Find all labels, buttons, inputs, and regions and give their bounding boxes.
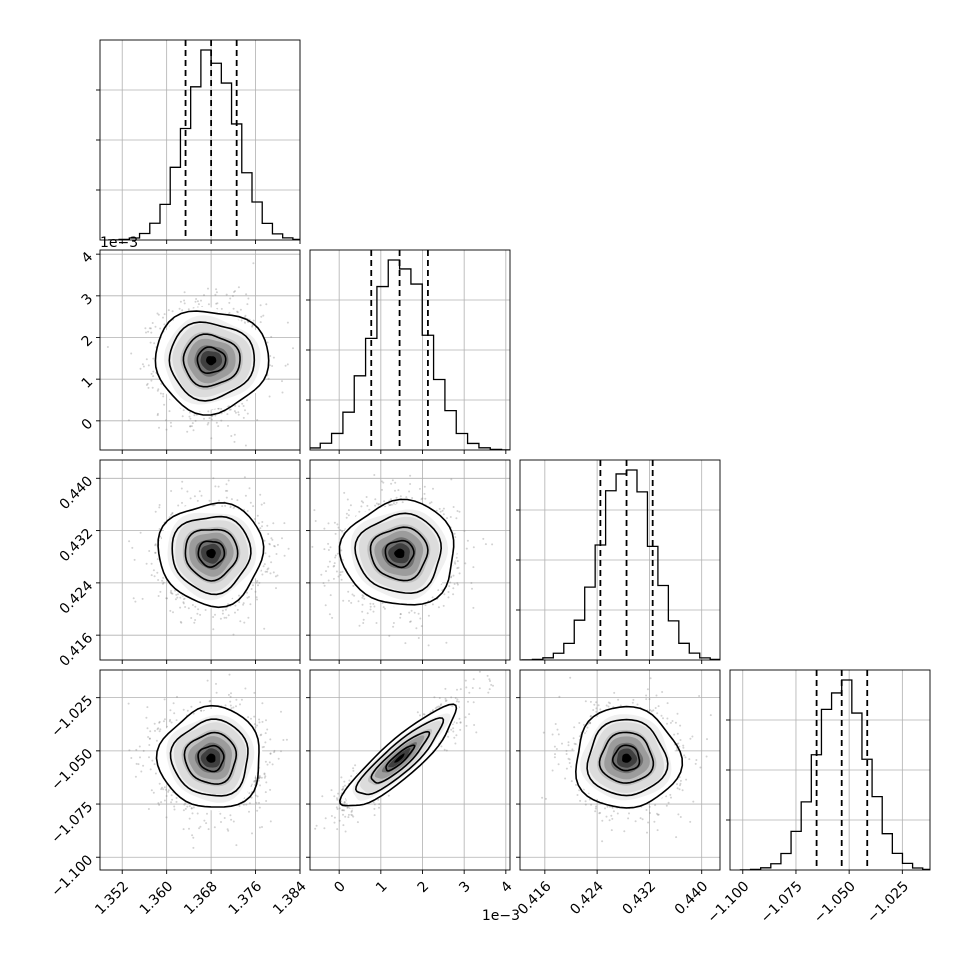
panel-frame <box>309 459 511 661</box>
histogram-panel-1 <box>306 249 511 454</box>
x-tick-label-param3: −1.100 <box>705 878 753 926</box>
histogram-panel-3 <box>726 669 931 874</box>
density-shading <box>156 306 270 412</box>
grid-lines <box>310 250 510 450</box>
histogram-step <box>108 49 300 240</box>
panel-frame <box>519 669 721 871</box>
contour-lines <box>154 310 270 416</box>
contour-lines <box>338 703 458 807</box>
scatter-panel-2-1 <box>306 459 511 664</box>
y-tick-label-param2: 0.416 <box>57 630 97 670</box>
x-tick-label-param2: 0.424 <box>567 878 607 918</box>
x-tick-label-param1: 1 <box>373 878 391 896</box>
x-tick-label-param0: 1.352 <box>92 878 132 918</box>
y-tick-label-param1: 2 <box>79 332 97 350</box>
x-offset-label-param1: 1e−3 <box>482 908 520 924</box>
x-tick-label-param0: 1.368 <box>181 878 221 918</box>
y-tick-label-param1: 4 <box>79 249 97 267</box>
y-tick-label-param2: 0.432 <box>57 526 97 566</box>
panel-frame <box>99 669 301 871</box>
x-tick-label-param1: 3 <box>456 878 474 896</box>
y-tick-label-param1: 3 <box>79 291 97 309</box>
grid-lines <box>730 670 930 870</box>
x-tick-label-param1: 2 <box>415 878 433 896</box>
contour-lines <box>574 705 684 809</box>
y-tick-label-param3: −1.025 <box>48 693 96 741</box>
density-shading <box>159 504 265 609</box>
x-tick-label-param3: −1.025 <box>864 878 912 926</box>
y-tick-label-param3: −1.050 <box>48 746 96 794</box>
x-tick-label-param0: 1.376 <box>226 878 266 918</box>
x-tick-label-param3: −1.075 <box>758 878 806 926</box>
panel-frame <box>99 249 301 451</box>
histogram-step <box>739 679 930 870</box>
panel-frame <box>309 669 511 871</box>
x-tick-label-param0: 1.384 <box>270 878 310 918</box>
x-tick-label-param1: 4 <box>498 878 516 896</box>
histogram-panel-2 <box>516 459 721 664</box>
x-tick-label-param0: 1.360 <box>137 878 177 918</box>
y-tick-label-param3: −1.075 <box>48 799 96 847</box>
scatter-panel-1-0 <box>96 249 301 454</box>
histogram-panel-0 <box>96 39 301 244</box>
contour-lines <box>338 498 455 606</box>
y-tick-label-param3: −1.100 <box>48 852 96 900</box>
grid-lines <box>100 40 301 240</box>
x-tick-label-param3: −1.050 <box>811 878 859 926</box>
scatter-panel-3-1 <box>306 669 511 874</box>
scatter-panel-3-0 <box>96 669 301 874</box>
y-tick-label-param1: 0 <box>79 416 97 434</box>
scatter-panel-3-2 <box>516 669 721 874</box>
contour-lines <box>157 502 265 609</box>
y-offset-label-param1: 1e−3 <box>100 235 138 251</box>
y-tick-label-param2: 0.424 <box>57 578 97 618</box>
x-tick-label-param2: 0.432 <box>620 878 660 918</box>
x-tick-label-param2: 0.416 <box>515 878 555 918</box>
grid-lines <box>520 460 720 660</box>
x-tick-label-param2: 0.440 <box>672 878 712 918</box>
panel-frame <box>99 459 301 661</box>
scatter-panel-2-0 <box>96 459 301 664</box>
contour-lines <box>155 704 260 808</box>
y-tick-label-param2: 0.440 <box>57 473 97 513</box>
x-tick-label-param1: 0 <box>331 878 349 896</box>
y-tick-label-param1: 1 <box>79 374 97 392</box>
